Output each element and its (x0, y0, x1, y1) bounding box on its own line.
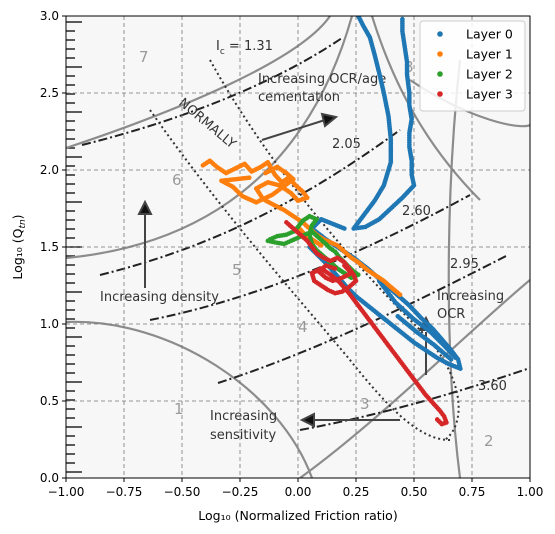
y-tick-label: 0.5 (40, 394, 59, 408)
legend-marker (437, 91, 443, 97)
ic-contours (81, 37, 530, 431)
ocr-label-line1: Increasing (437, 289, 504, 304)
normally-consolidated-envelope (149, 59, 460, 441)
zone-4: 4 (298, 318, 308, 336)
data-point (318, 243, 324, 248)
legend-marker (437, 71, 443, 77)
density-arrowhead (137, 199, 153, 215)
zone-6: 6 (172, 171, 182, 189)
legend-items: Layer 0 Layer 1 Layer 2 Layer 3 (437, 27, 513, 102)
legend-label: Layer 2 (466, 67, 513, 82)
legend-marker (437, 31, 443, 37)
ocr-age-arrow-shaft (261, 119, 326, 141)
legend-box (419, 20, 526, 112)
boundary-curve (370, 16, 481, 201)
ic-contour-3.60 (299, 367, 530, 431)
x-tick-label: 1.00 (517, 485, 544, 499)
x-tick-label: −0.75 (106, 485, 143, 499)
ic-contour-1.31 (81, 37, 343, 146)
x-tick-label: −0.50 (164, 485, 201, 499)
ocr-age-label-line1: Increasing OCR/age (258, 72, 386, 87)
y-axis-label-sub: tn (18, 219, 28, 229)
sensitivity-label-line2: sensitivity (210, 428, 277, 443)
ic-label-value: = 1.31 (225, 39, 273, 54)
y-axis-label: Log₁₀ (Qtn) (10, 214, 28, 279)
zone-7: 7 (139, 48, 149, 66)
data-point (453, 355, 459, 361)
x-axis-ticks: −1.00 −0.75 −0.50 −0.25 0.00 0.25 0.50 0.75 1.00 (48, 478, 544, 499)
data-point (397, 292, 403, 298)
y-tick-label: 2.5 (40, 86, 59, 100)
contour-label-2.05: 2.05 (332, 137, 361, 152)
legend: Layer 0 Layer 1 Layer 2 Layer 3 (419, 20, 526, 112)
contour-label-2.95: 2.95 (450, 257, 479, 272)
boundary-curve (66, 16, 354, 260)
ocr-age-arrowhead (320, 112, 339, 128)
zone-5: 5 (232, 261, 242, 279)
y-tick-label: 3.0 (40, 9, 59, 23)
x-tick-label: 0.50 (401, 485, 428, 499)
ic-label: Ic = 1.31 (216, 39, 273, 57)
y-axis-label-close: ) (10, 214, 25, 219)
zone-boundaries (66, 16, 530, 478)
density-label: Increasing density (100, 290, 219, 305)
data-point (332, 266, 338, 271)
zone-1: 1 (174, 400, 184, 418)
x-tick-label: 0.00 (285, 485, 312, 499)
boundary-curve (66, 320, 314, 478)
ic-label-i: I (216, 39, 220, 54)
series-layer-3 (284, 220, 449, 427)
x-tick-label: −0.25 (222, 485, 259, 499)
contour-label-2.60: 2.60 (402, 204, 431, 219)
data-point (448, 357, 454, 362)
y-tick-label: 1.0 (40, 317, 59, 331)
y-tick-label: 2.0 (40, 163, 59, 177)
left-ruler (66, 21, 82, 473)
series-layer-0 (307, 16, 463, 371)
legend-label: Layer 3 (466, 87, 513, 102)
zone-2: 2 (484, 432, 494, 450)
data-point (356, 16, 361, 19)
legend-marker (437, 51, 443, 57)
zone-3: 3 (360, 395, 370, 413)
legend-label: Layer 0 (466, 27, 513, 42)
y-tick-label: 0.0 (40, 471, 59, 485)
y-axis-ticks: 0.0 0.5 1.0 1.5 2.0 2.5 3.0 (40, 9, 66, 485)
ic-contour-2.95 (217, 254, 509, 384)
ic-label-sub: c (220, 47, 225, 57)
ic-contour-2.60 (149, 194, 471, 321)
boundary-curve (299, 279, 530, 478)
boundary-curve (447, 59, 462, 478)
legend-label: Layer 1 (466, 47, 513, 62)
sensitivity-arrowhead (299, 412, 315, 428)
ocr-age-label-line2: cementation (258, 90, 340, 105)
data-series (200, 16, 463, 427)
sensitivity-label-line1: Increasing (210, 409, 277, 424)
x-axis-label: Log₁₀ (Normalized Friction ratio) (198, 508, 397, 523)
y-tick-label: 1.5 (40, 240, 59, 254)
ocr-label-line2: OCR (437, 307, 465, 322)
boundary-curve (66, 16, 331, 150)
y-axis-label-main: Log₁₀ (Q (10, 228, 25, 279)
x-tick-label: −1.00 (48, 485, 85, 499)
contour-label-3.60: 3.60 (478, 379, 507, 394)
ic-contour-2.05 (99, 129, 401, 276)
envelope-upper (209, 59, 460, 441)
x-tick-label: 0.25 (343, 485, 370, 499)
data-point (246, 175, 252, 180)
x-tick-label: 0.75 (459, 485, 486, 499)
data-point (267, 237, 273, 242)
data-point (434, 417, 440, 422)
